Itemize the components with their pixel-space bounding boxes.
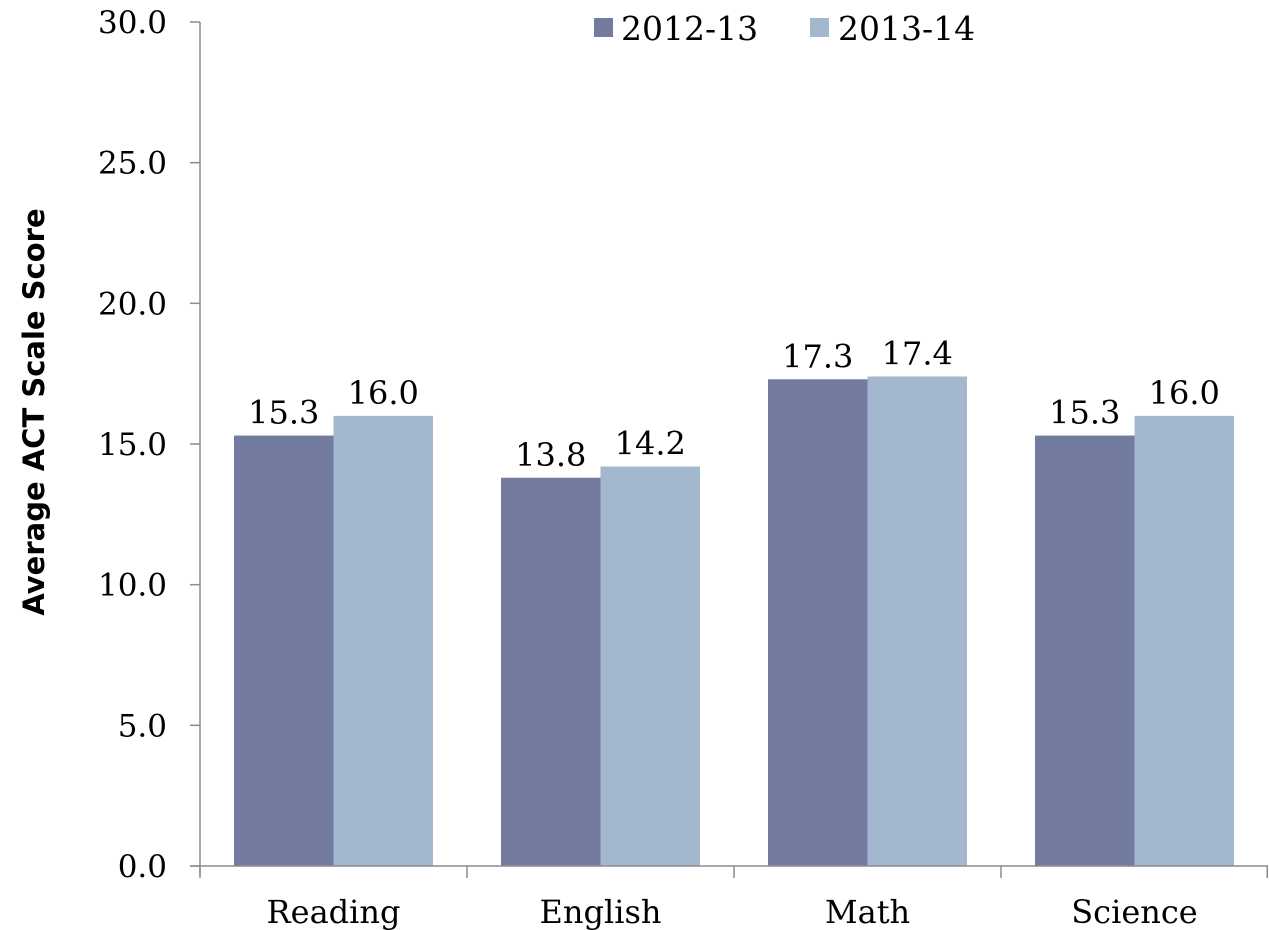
legend-label-2013-14: 2013-14 [838,9,975,48]
x-tick-label-science: Science [1071,893,1197,930]
bar-science-2013-14 [1134,415,1234,866]
y-tick-label: 15.0 [98,427,167,463]
data-label-english-2013-14: 14.2 [615,425,686,463]
y-axis-title: Average ACT Scale Score [17,208,51,615]
bar-reading-2012-13 [234,435,334,866]
data-label-science-2012-13: 15.3 [1049,394,1120,432]
x-category-labels: Reading English Math Science [267,893,1198,930]
x-tick-label-english: English [540,893,662,930]
bar-math-2012-13 [768,379,868,866]
legend: 2012-13 2013-14 [594,9,975,48]
bar-reading-2013-14 [333,415,433,866]
data-label-reading-2013-14: 16.0 [348,374,419,412]
y-tick-labels: 0.0 5.0 10.0 15.0 20.0 25.0 30.0 [98,5,167,885]
y-tick-label: 5.0 [118,708,167,744]
data-label-reading-2012-13: 15.3 [248,394,319,432]
bars-group [234,376,1234,866]
data-label-math-2013-14: 17.4 [882,334,953,372]
axes-group [190,21,1268,878]
y-axis-title-group: Average ACT Scale Score [17,208,51,615]
data-label-math-2012-13: 17.3 [782,337,853,375]
x-tick-label-reading: Reading [267,893,401,930]
bar-english-2013-14 [600,466,700,866]
x-tick-label-math: Math [825,893,910,930]
y-tick-label: 25.0 [98,146,167,182]
data-labels: 15.3 16.0 13.8 14.2 17.3 17.4 15.3 16.0 [248,334,1220,473]
y-tick-label: 20.0 [98,286,167,322]
data-label-science-2013-14: 16.0 [1149,374,1220,412]
bar-science-2012-13 [1035,435,1135,866]
legend-swatch-2012-13 [594,18,613,37]
bar-english-2012-13 [501,477,601,866]
y-tick-label: 0.0 [118,849,167,885]
bar-math-2013-14 [867,376,967,866]
data-label-english-2012-13: 13.8 [515,436,586,474]
y-tick-label: 30.0 [98,5,167,41]
legend-swatch-2013-14 [810,18,829,37]
legend-label-2012-13: 2012-13 [621,9,758,48]
y-tick-label: 10.0 [98,568,167,604]
